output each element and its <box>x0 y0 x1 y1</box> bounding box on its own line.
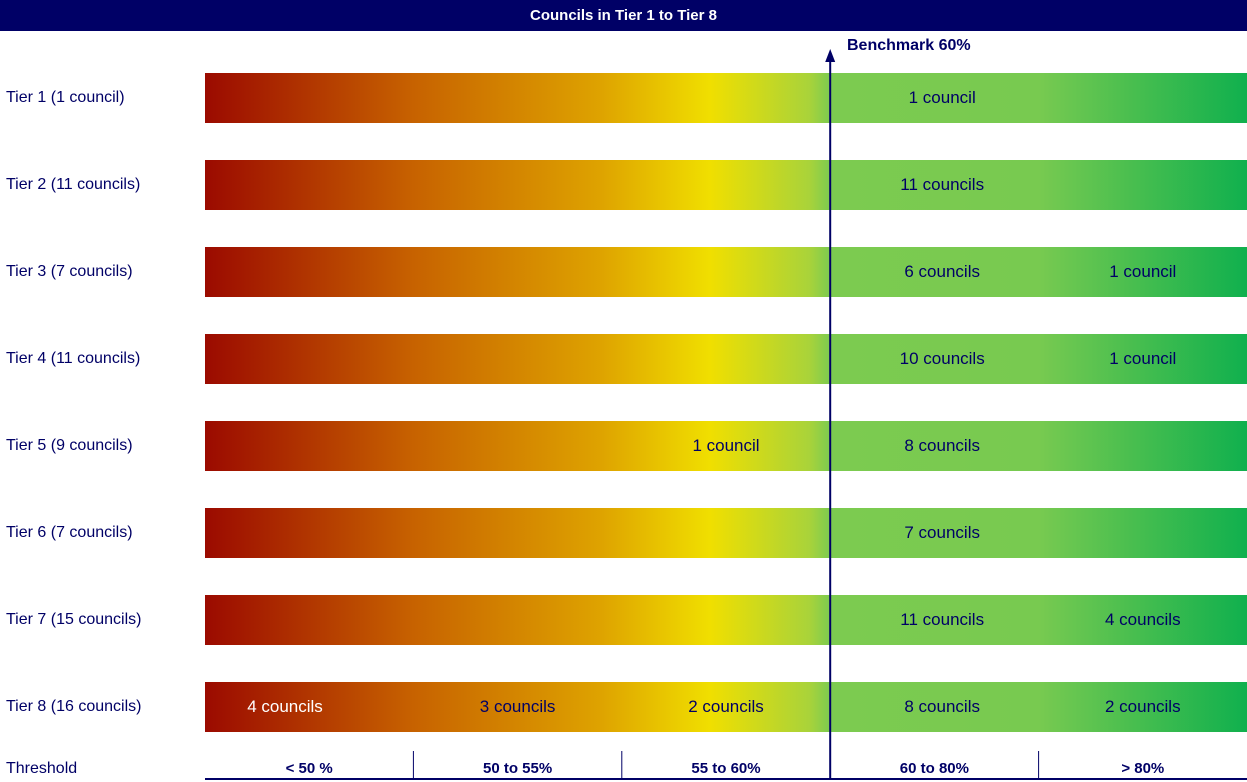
cell-value: 11 councils <box>900 610 985 629</box>
row-label: Tier 2 (11 councils) <box>6 176 141 193</box>
row-label: Tier 1 (1 council) <box>6 89 125 106</box>
row-label: Tier 7 (15 councils) <box>6 611 142 628</box>
threshold-label: Threshold <box>6 760 78 777</box>
cell-value: 4 councils <box>247 697 323 716</box>
tier-bar <box>205 334 1247 384</box>
row-label: Tier 6 (7 councils) <box>6 524 133 541</box>
cell-value: 2 councils <box>688 697 764 716</box>
cell-value: 4 councils <box>1104 610 1181 629</box>
tier-bar <box>205 595 1247 645</box>
chart-title: Councils in Tier 1 to Tier 8 <box>0 0 1247 31</box>
cell-value: 3 councils <box>479 697 556 716</box>
cell-value: 1 council <box>692 436 760 455</box>
tier-bar <box>205 73 1247 123</box>
row-label: Tier 5 (9 councils) <box>6 437 133 454</box>
tier-bar <box>205 160 1247 210</box>
tier-bar <box>205 682 1247 732</box>
cell-value: 10 councils <box>899 349 985 368</box>
tier-bar <box>205 247 1247 297</box>
tier-bar <box>205 508 1247 558</box>
cell-value: 11 councils <box>900 175 985 194</box>
band-label: < 50 % <box>285 760 333 777</box>
cell-value: 1 council <box>908 88 976 107</box>
cell-value: 7 councils <box>904 523 980 542</box>
cell-value: 1 council <box>1109 349 1177 368</box>
band-label: 50 to 55% <box>482 760 553 777</box>
row-label: Tier 4 (11 councils) <box>6 350 141 367</box>
cell-value: 8 councils <box>904 697 980 716</box>
band-label: 60 to 80% <box>899 760 969 777</box>
benchmark-arrowhead <box>825 49 836 62</box>
cell-value: 6 councils <box>904 262 980 281</box>
cell-value: 2 councils <box>1104 697 1181 716</box>
benchmark-label: Benchmark 60% <box>847 37 971 54</box>
row-label: Tier 3 (7 councils) <box>6 263 133 280</box>
row-label: Tier 8 (16 councils) <box>6 698 142 715</box>
tier-bar <box>205 421 1247 471</box>
band-label: > 80% <box>1121 760 1165 777</box>
band-label: 55 to 60% <box>691 760 761 777</box>
cell-value: 1 council <box>1109 262 1177 281</box>
cell-value: 8 councils <box>904 436 980 455</box>
